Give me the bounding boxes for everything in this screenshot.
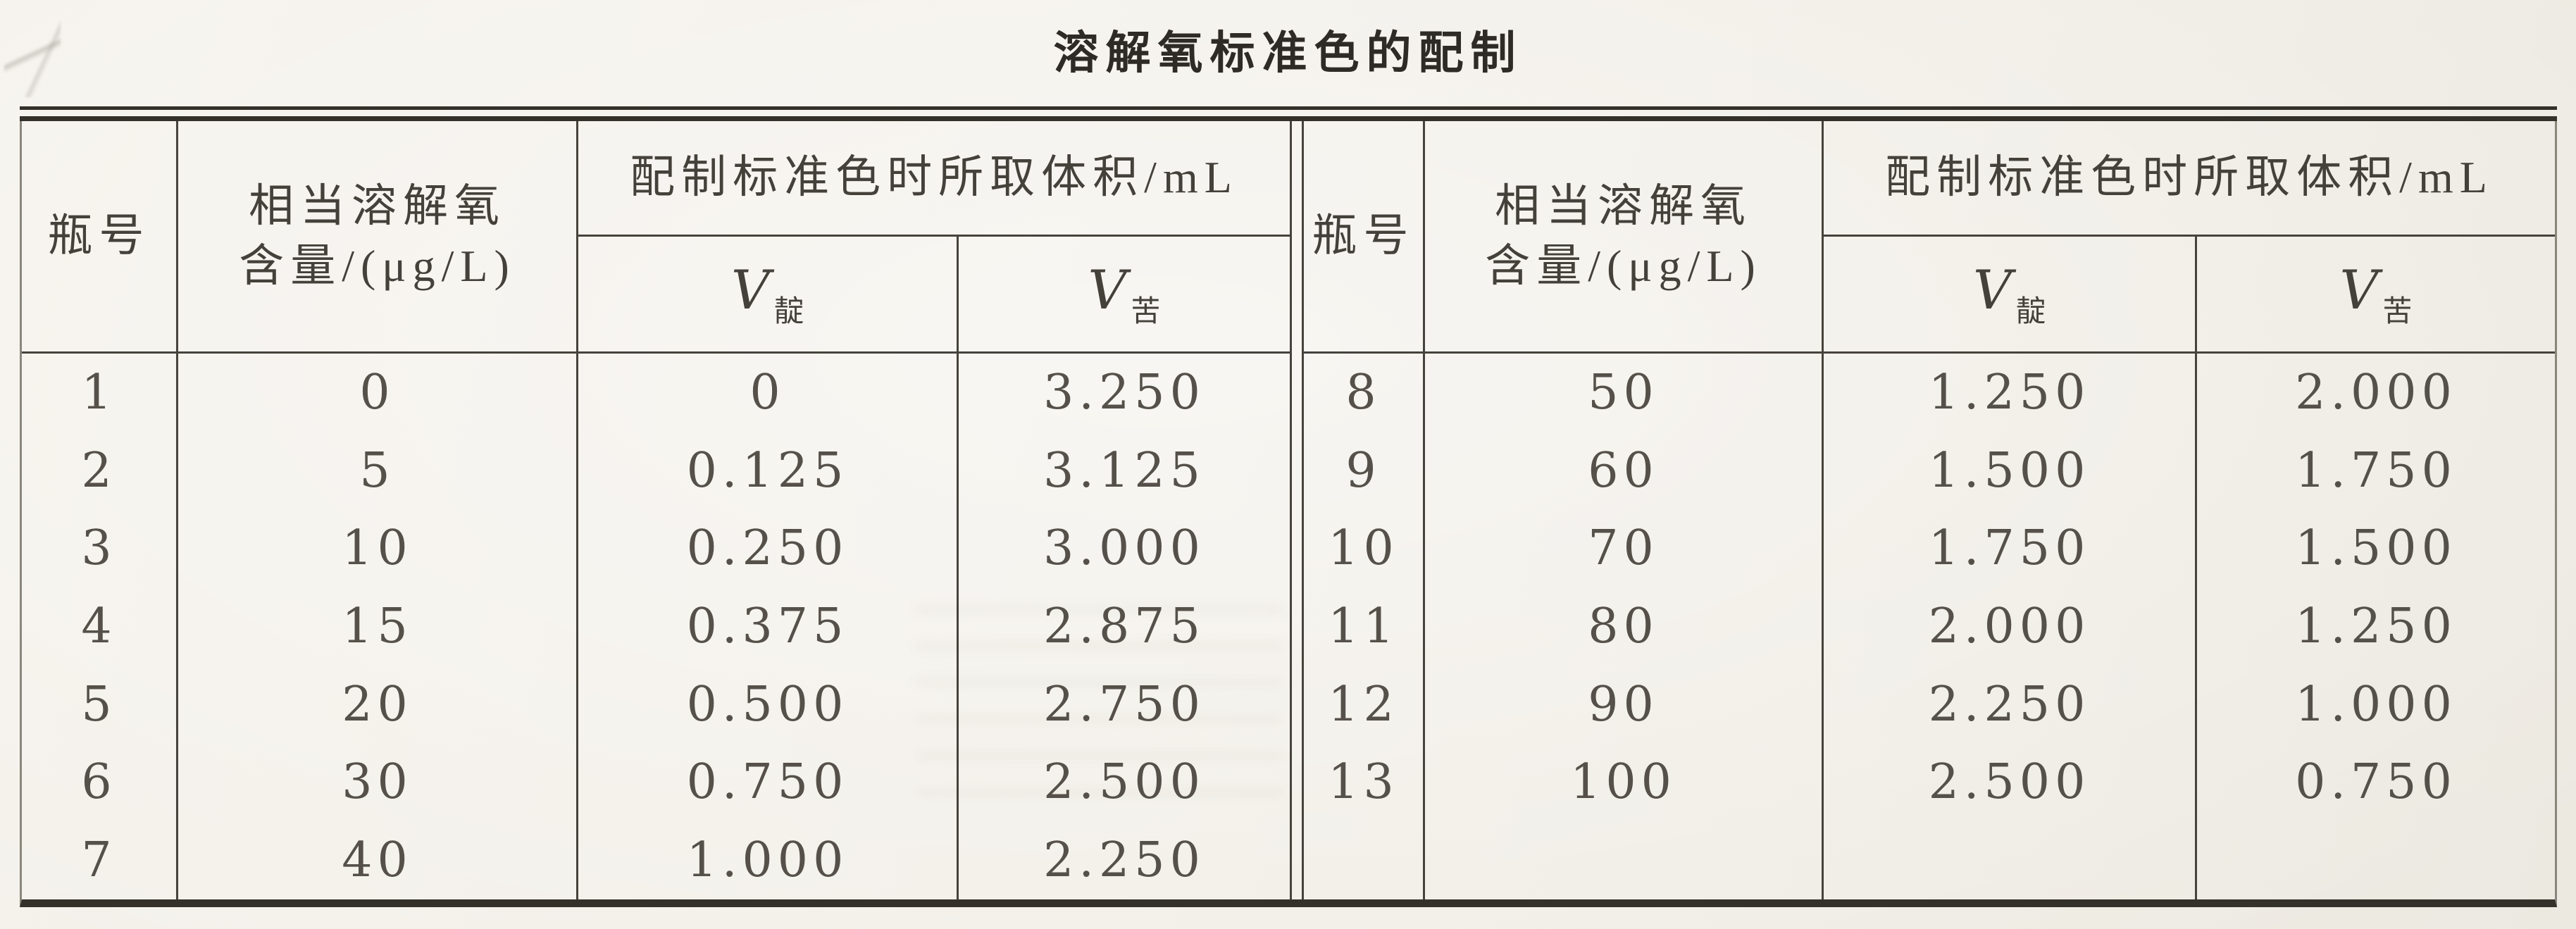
cell-v-indigo: 0.250: [578, 509, 959, 588]
empty-cell: [1824, 821, 2197, 899]
do-content-line2: 含量/(μg/L): [1485, 240, 1762, 291]
paper-smudge: [4, 20, 61, 97]
cell-v-indigo: 1.500: [1824, 431, 2197, 510]
do-content-header-label: 相当溶解氧 含量/(μg/L): [1485, 177, 1762, 296]
empty-cell: [1425, 821, 1824, 899]
cell-bottle-no: 10: [1304, 509, 1425, 588]
cell-bottle-no: 6: [22, 743, 178, 822]
cell-v-picric: 2.000: [2295, 364, 2457, 420]
bottle-no-header-label: 瓶号: [47, 211, 151, 261]
cell-bottle-no: 12: [1304, 665, 1425, 744]
cell-do-content: 60: [1425, 431, 1824, 510]
cell-bottle-no: 11: [1304, 587, 1425, 666]
cell-v-picric: 2.875: [1043, 598, 1205, 654]
cell-do-content: 20: [178, 665, 578, 744]
cell-v-picric: 2.500: [1043, 754, 1205, 811]
v-symbol: V: [731, 258, 770, 321]
cell-v-indigo: 0.125: [578, 431, 959, 510]
cell-do-content: 40: [178, 821, 578, 899]
cell-bottle-no: 7: [22, 821, 178, 899]
cell-v-picric: 3.000: [1043, 520, 1205, 577]
cell-v-indigo: 0.750: [578, 743, 959, 822]
cell-v-indigo: 1.000: [578, 821, 959, 899]
cell-v-indigo: 0.500: [578, 665, 959, 744]
cell-do-content: 50: [1425, 354, 1824, 432]
cell-bottle-no: 9: [1304, 431, 1425, 510]
cell-v-picric: 0.750: [2295, 754, 2457, 811]
bottle-no-header: 瓶号: [22, 121, 178, 354]
cell-v-indigo: 1.750: [1824, 509, 2197, 588]
cell-bottle-no: 2: [22, 431, 178, 510]
bottle-no-header: 瓶号: [1304, 121, 1425, 354]
v-picric-subscript: 苦: [1131, 295, 1161, 328]
cell-v-indigo: 0: [578, 354, 959, 432]
empty-cell: [1304, 821, 1425, 899]
v-symbol: V: [1973, 258, 2012, 321]
cell-bottle-no: 3: [22, 509, 178, 588]
cell-v-indigo: 1.250: [1824, 354, 2197, 432]
v-picric-subscript: 苦: [2382, 295, 2413, 328]
volume-group-header: 配制标准色时所取体积/mL: [578, 121, 1290, 237]
do-content-line1: 相当溶解氧: [1495, 181, 1752, 232]
cell-v-indigo: 0.375: [578, 587, 959, 666]
cell-v-picric: 2.750: [1043, 676, 1205, 732]
cell-v-indigo: 2.250: [1824, 665, 2197, 744]
cell-do-content: 80: [1425, 587, 1824, 666]
cell-do-content: 15: [178, 587, 578, 666]
cell-bottle-no: 13: [1304, 743, 1425, 822]
empty-cell: [2197, 821, 2555, 899]
v-symbol: V: [2339, 258, 2379, 321]
volume-group-header-label: 配制标准色时所取体积/mL: [630, 152, 1238, 203]
v-indigo-subscript: 靛: [2015, 295, 2046, 328]
bottle-no-header-label: 瓶号: [1312, 211, 1415, 261]
do-content-line2: 含量/(μg/L): [239, 240, 516, 291]
center-double-divider: [1290, 121, 1304, 899]
cell-do-content: 100: [1425, 743, 1824, 822]
cell-do-content: 70: [1425, 509, 1824, 588]
cell-v-picric: 1.500: [2295, 520, 2457, 577]
cell-bottle-no: 5: [22, 665, 178, 744]
cell-v-picric: 3.125: [1043, 442, 1205, 499]
do-content-header: 相当溶解氧 含量/(μg/L): [1425, 121, 1824, 354]
volume-group-header-label: 配制标准色时所取体积/mL: [1885, 152, 2494, 203]
v-symbol: V: [1088, 258, 1127, 321]
cell-v-picric: 1.000: [2295, 676, 2457, 732]
cell-v-indigo: 2.500: [1824, 743, 2197, 822]
table-title: 溶解氧标准色的配制: [1053, 27, 1523, 78]
cell-bottle-no: 4: [22, 587, 178, 666]
cell-bottle-no: 1: [22, 354, 178, 432]
cell-v-picric: 1.750: [2295, 442, 2457, 499]
cell-do-content: 30: [178, 743, 578, 822]
cell-do-content: 0: [178, 354, 578, 432]
do-content-header: 相当溶解氧 含量/(μg/L): [178, 121, 578, 354]
cell-v-indigo: 2.000: [1824, 587, 2197, 666]
do-content-line1: 相当溶解氧: [249, 181, 506, 232]
cell-bottle-no: 8: [1304, 354, 1425, 432]
cell-do-content: 10: [178, 509, 578, 588]
volume-group-header: 配制标准色时所取体积/mL: [1824, 121, 2555, 237]
cell-do-content: 5: [178, 431, 578, 510]
table-top-double-rule: [20, 106, 2557, 121]
do-content-header-label: 相当溶解氧 含量/(μg/L): [239, 177, 516, 296]
ink-bleed-through: [916, 585, 1282, 796]
cell-v-picric: 2.250: [1043, 833, 1205, 889]
cell-v-picric: 1.250: [2295, 598, 2457, 654]
cell-v-picric: 3.250: [1043, 364, 1205, 420]
v-indigo-subscript: 靛: [773, 295, 804, 328]
cell-do-content: 90: [1425, 665, 1824, 744]
